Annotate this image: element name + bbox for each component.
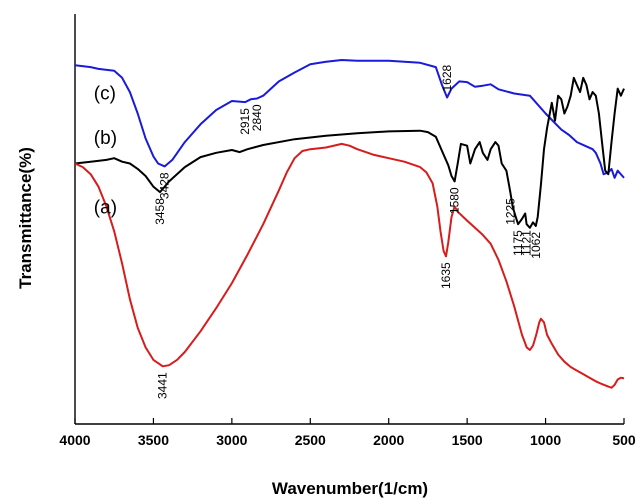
peak-label: 1121	[520, 230, 534, 256]
x-tick-label: 3500	[138, 432, 169, 448]
x-tick-label: 500	[612, 432, 636, 448]
peak-label: 1225	[503, 198, 517, 225]
series-line-0	[74, 59, 625, 179]
peak-label: 3441	[156, 372, 170, 399]
x-tick-label: 2500	[295, 432, 326, 448]
x-axis-title: Wavenumber(1/cm)	[272, 479, 428, 498]
x-tick-label: 3000	[216, 432, 247, 448]
series-line-2	[74, 142, 625, 389]
peak-label: 1635	[439, 262, 453, 289]
series-label: (a)	[94, 198, 117, 219]
x-tick-label: 1000	[530, 432, 561, 448]
peak-label: 1580	[448, 187, 462, 214]
x-tick-label: 2000	[373, 432, 404, 448]
series-labels: (c) (b) (a)	[94, 83, 117, 218]
series-label: (b)	[94, 128, 117, 149]
y-axis-title: Transmittance(%)	[16, 147, 35, 289]
peak-label: 1628	[440, 64, 454, 91]
series-label: (c)	[94, 83, 116, 104]
peak-label: 3458	[153, 198, 167, 225]
x-ticks: 4000 3500 3000 2500 2000 1500 1000 500	[59, 418, 636, 448]
peak-label: 2840	[250, 104, 264, 131]
peak-label: 1062	[529, 232, 543, 259]
peak-label: 3428	[158, 172, 172, 199]
plot-frame	[74, 14, 624, 425]
peak-label: 1175	[511, 230, 525, 256]
series-layer	[74, 59, 625, 389]
peak-label: 2915	[238, 108, 252, 135]
series-line-1	[74, 76, 625, 229]
x-tick-label: 4000	[59, 432, 90, 448]
x-tick-label: 1500	[452, 432, 483, 448]
